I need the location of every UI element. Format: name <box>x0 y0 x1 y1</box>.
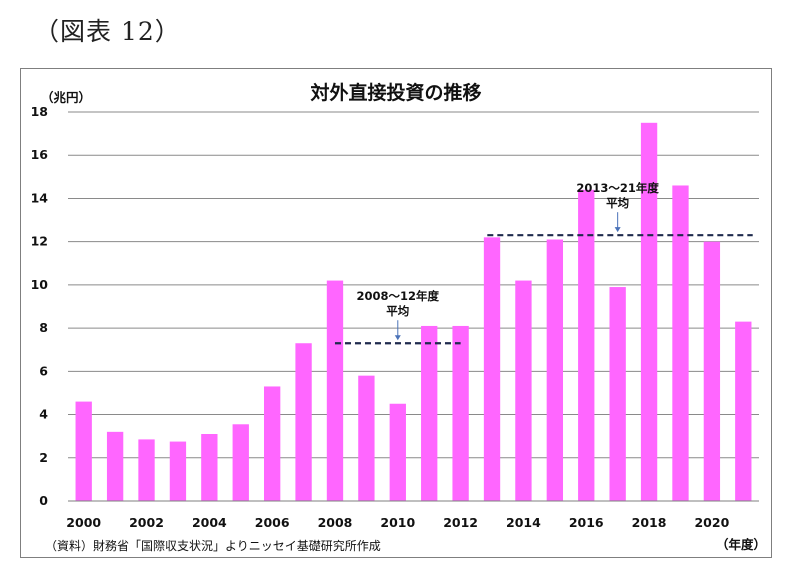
x-tick-label: 2016 <box>569 515 604 530</box>
x-tick-label: 2012 <box>443 515 478 530</box>
chart-title: 対外直接投資の推移 <box>309 81 481 104</box>
average-label-text: 平均 <box>386 304 409 318</box>
bar-2019 <box>672 185 689 501</box>
y-tick-labels: 0 2 4 6 8 10 12 14 16 18 <box>31 104 49 508</box>
bar-2018 <box>640 122 658 502</box>
y-tick-label: 14 <box>31 190 49 205</box>
bar-2010 <box>389 403 406 501</box>
bar-2003 <box>169 441 187 501</box>
bar-2000 <box>75 401 92 501</box>
source-note: （資料）財務省「国際収支状況」よりニッセイ基礎研究所作成 <box>45 538 381 553</box>
bar-2012 <box>452 325 469 501</box>
x-tick-label: 2002 <box>129 515 164 530</box>
y-tick-label: 18 <box>31 104 48 119</box>
average-arrow-head <box>394 335 401 341</box>
x-tick-label: 2006 <box>255 515 290 530</box>
bar-2021 <box>735 321 752 501</box>
bar-2002 <box>138 439 155 501</box>
bars <box>75 122 752 502</box>
bar-2006 <box>263 386 281 501</box>
y-tick-label: 6 <box>39 363 48 378</box>
bar-2007 <box>295 343 312 501</box>
y-tick-label: 4 <box>39 407 48 422</box>
bar-2005 <box>232 424 249 501</box>
x-tick-label: 2018 <box>632 515 667 530</box>
bar-2020 <box>703 241 721 501</box>
y-tick-label: 2 <box>39 450 48 465</box>
x-tick-label: 2004 <box>192 515 227 530</box>
y-tick-label: 0 <box>39 493 48 508</box>
bar-2014 <box>515 280 532 501</box>
bar-2001 <box>106 431 124 501</box>
y-tick-label: 12 <box>31 234 48 249</box>
average-label-period: 2013～21年度 <box>576 181 659 195</box>
y-tick-label: 10 <box>31 277 49 292</box>
figure-label: （図表 12） <box>34 17 181 46</box>
gridlines <box>68 111 759 459</box>
bar-2016 <box>578 189 595 502</box>
x-tick-label: 2010 <box>380 515 415 530</box>
y-tick-label: 16 <box>31 147 49 162</box>
bar-2017 <box>609 287 626 501</box>
bar-2008 <box>326 280 344 501</box>
average-label-period: 2008～12年度 <box>357 289 440 303</box>
bar-2011 <box>421 325 438 501</box>
x-tick-label: 2008 <box>318 515 353 530</box>
bar-2015 <box>546 239 564 501</box>
x-tick-label: 2000 <box>66 515 101 530</box>
x-tick-label: 2020 <box>694 515 729 530</box>
y-tick-label: 8 <box>39 320 48 335</box>
x-tick-label: 2014 <box>506 515 541 530</box>
y-axis-unit-label: （兆円） <box>41 90 91 105</box>
bar-2013 <box>483 237 501 501</box>
average-label-text: 平均 <box>606 196 629 210</box>
bar-2009 <box>358 375 375 501</box>
average-arrow-head <box>614 227 621 233</box>
x-axis-unit-label: （年度） <box>716 537 766 552</box>
x-tick-labels: 2000 2002 2004 2006 2008 2010 2012 2014 2016 2018… <box>66 515 729 530</box>
bar-2004 <box>201 434 218 501</box>
